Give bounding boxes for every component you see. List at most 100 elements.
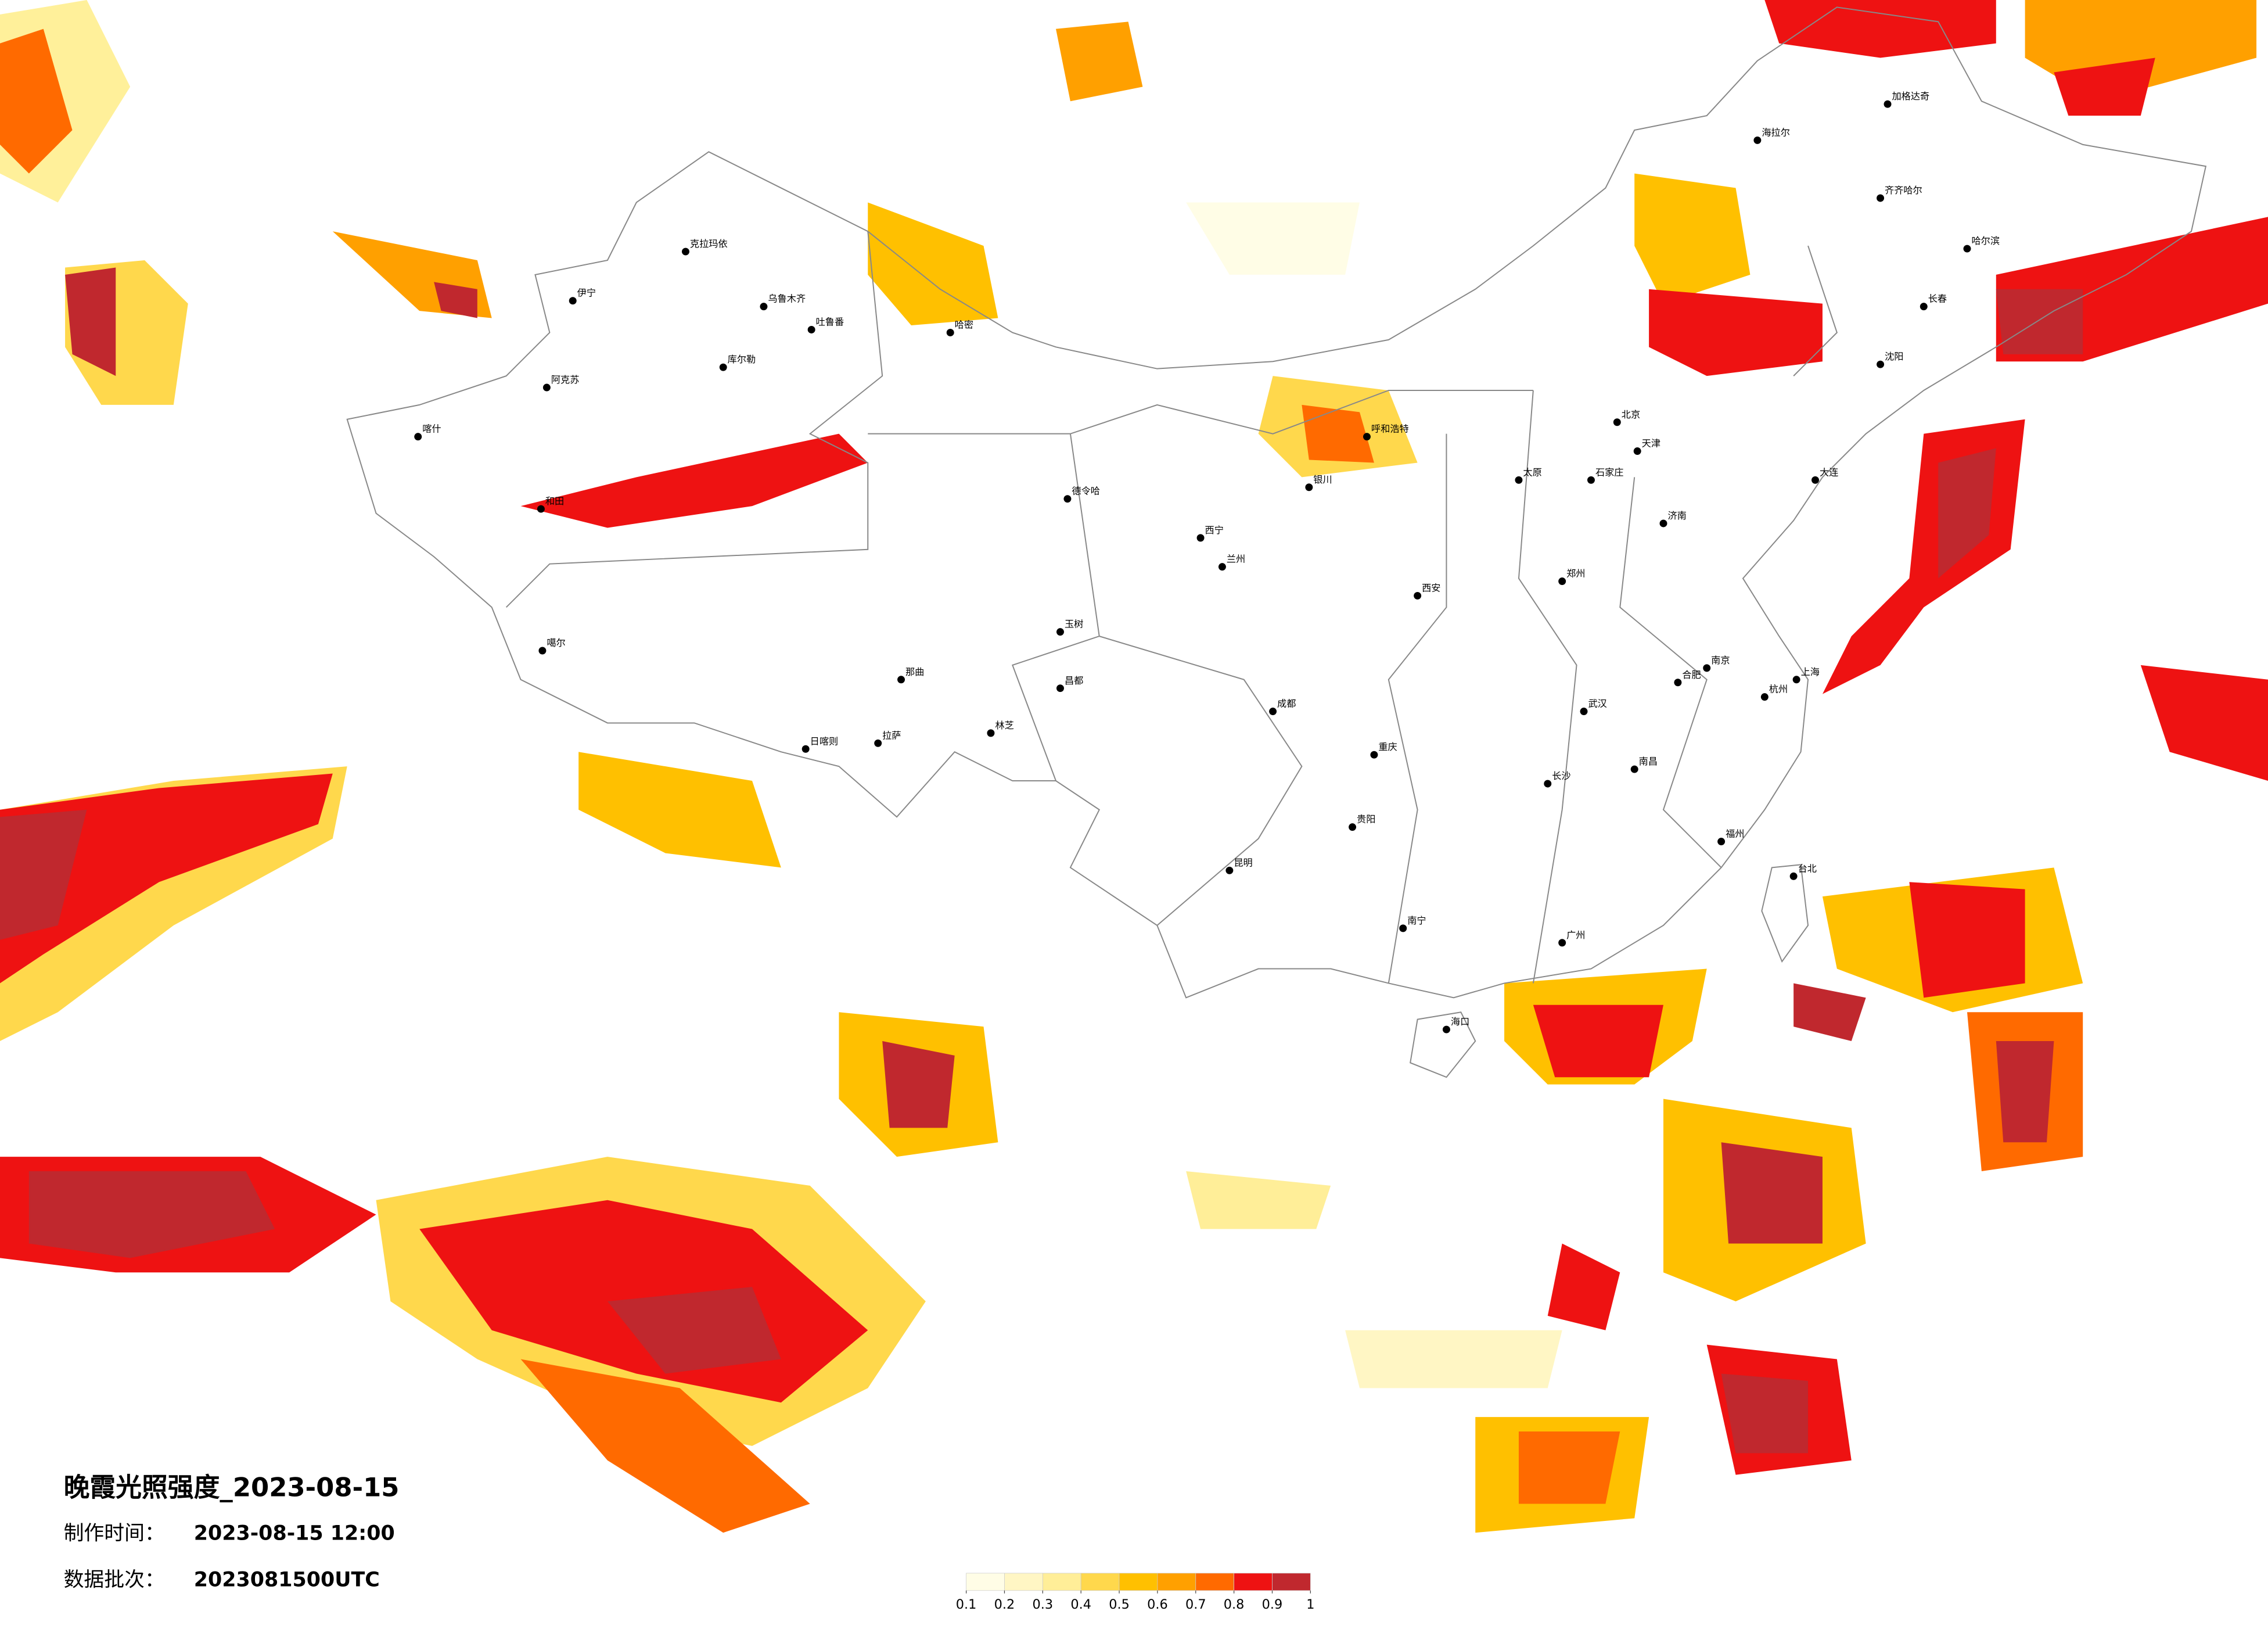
- city-dot: [1515, 476, 1523, 484]
- city-label: 库尔勒: [728, 354, 756, 365]
- city-label: 贵阳: [1357, 814, 1375, 825]
- city-label: 加格达奇: [1892, 91, 1929, 102]
- city-label: 成都: [1277, 698, 1296, 709]
- city-dot: [1225, 866, 1234, 874]
- city-dot: [897, 676, 905, 684]
- colorbar-tick-label: 0.6: [1147, 1597, 1168, 1612]
- city-label: 重庆: [1378, 741, 1397, 752]
- city-label: 拉萨: [882, 730, 901, 741]
- colorbar-swatch: [1042, 1573, 1081, 1591]
- city-dot: [1877, 360, 1885, 368]
- city-dot: [1580, 708, 1588, 716]
- city-label: 台北: [1798, 863, 1817, 874]
- city-dot: [1349, 823, 1357, 831]
- city-label: 合肥: [1682, 669, 1701, 680]
- city-label: 海口: [1451, 1016, 1469, 1027]
- city-label: 和田: [545, 496, 564, 507]
- colorbar: 0.1 0.2 0.3 0.4 0.5 0.6 0.7 0.8 0.9 1: [956, 1573, 1314, 1612]
- colorbar-swatch: [1272, 1573, 1311, 1591]
- map-title: 晚霞光照强度_2023-08-15: [64, 1472, 400, 1503]
- city-dot: [1789, 872, 1798, 880]
- heat-field: [0, 0, 2268, 1533]
- city-dot: [1370, 751, 1378, 759]
- city-dot: [1063, 495, 1072, 503]
- city-label: 南宁: [1407, 915, 1426, 926]
- city-label: 太原: [1523, 467, 1541, 478]
- city-dot: [1544, 780, 1552, 788]
- city-dot: [1587, 476, 1595, 484]
- city-label: 杭州: [1769, 684, 1788, 695]
- city-label: 玉树: [1065, 619, 1083, 630]
- city-label: 噶尔: [547, 637, 565, 648]
- city-dot: [414, 433, 422, 441]
- city-label: 乌鲁木齐: [768, 293, 806, 304]
- city-dot: [1920, 303, 1928, 311]
- colorbar-tick-label: 1: [1306, 1597, 1314, 1612]
- city-label: 海拉尔: [1762, 127, 1790, 138]
- city-dot: [1442, 1025, 1450, 1034]
- city-label: 西安: [1422, 582, 1440, 593]
- city-label: 阿克苏: [551, 374, 580, 385]
- city-label: 大连: [1820, 467, 1838, 478]
- city-dot: [1363, 433, 1371, 441]
- city-dot: [1613, 418, 1621, 426]
- city-dot: [1630, 765, 1638, 773]
- city-dot: [538, 647, 547, 655]
- city-dot: [1674, 679, 1682, 687]
- city-dot: [1056, 628, 1064, 636]
- info-value: 2023-08-15 12:00: [194, 1522, 395, 1545]
- city-label: 那曲: [905, 666, 924, 677]
- colorbar-swatch: [1195, 1573, 1234, 1591]
- colorbar-swatch: [966, 1573, 1005, 1591]
- city-label: 银川: [1313, 474, 1332, 485]
- city-label: 济南: [1667, 510, 1686, 521]
- info-label: 制作时间：: [64, 1522, 165, 1545]
- city-dot: [1196, 534, 1205, 542]
- city-dot: [987, 729, 995, 737]
- city-dot: [1558, 577, 1566, 586]
- city-label: 呼和浩特: [1371, 424, 1409, 435]
- city-label: 长沙: [1552, 770, 1570, 781]
- city-dot: [1877, 194, 1885, 202]
- city-dot: [1884, 100, 1892, 108]
- city-label: 哈密: [955, 320, 973, 331]
- city-dot: [1659, 519, 1667, 528]
- colorbar-tick-label: 0.7: [1185, 1597, 1206, 1612]
- city-dot: [1703, 664, 1711, 672]
- boundaries: [346, 6, 2207, 1078]
- city-label: 沈阳: [1885, 351, 1903, 362]
- city-label: 郑州: [1566, 568, 1585, 579]
- city-label: 喀什: [422, 424, 441, 435]
- city-dot: [1760, 693, 1769, 701]
- city-dot: [1218, 563, 1226, 571]
- city-dot: [801, 745, 810, 753]
- colorbar-tick-label: 0.4: [1070, 1597, 1091, 1612]
- colorbar-tick-label: 0.3: [1033, 1597, 1054, 1612]
- city-label: 石家庄: [1595, 467, 1624, 478]
- colorbar-swatch: [1119, 1573, 1158, 1591]
- colorbar-tick-label: 0.9: [1262, 1597, 1283, 1612]
- city-dot: [1414, 591, 1422, 600]
- city-label: 林芝: [995, 720, 1013, 731]
- city-dot: [1811, 476, 1819, 484]
- city-label: 西宁: [1205, 525, 1224, 536]
- city-label: 上海: [1801, 666, 1820, 677]
- city-dot: [542, 383, 551, 392]
- colorbar-swatch: [1157, 1573, 1196, 1591]
- city-label: 南昌: [1639, 756, 1658, 767]
- city-dot: [946, 328, 954, 336]
- city-dot: [1963, 245, 1971, 253]
- colorbar-tick-label: 0.1: [956, 1597, 977, 1612]
- city-label: 吐鲁番: [816, 317, 844, 328]
- city-label: 哈尔滨: [1971, 235, 2000, 246]
- colorbar-tick-label: 0.5: [1109, 1597, 1130, 1612]
- info-value: 2023081500UTC: [194, 1568, 380, 1591]
- city-label: 广州: [1566, 930, 1585, 941]
- info-label: 数据批次：: [64, 1568, 165, 1591]
- city-dot: [1792, 676, 1800, 684]
- city-dot: [1753, 136, 1762, 144]
